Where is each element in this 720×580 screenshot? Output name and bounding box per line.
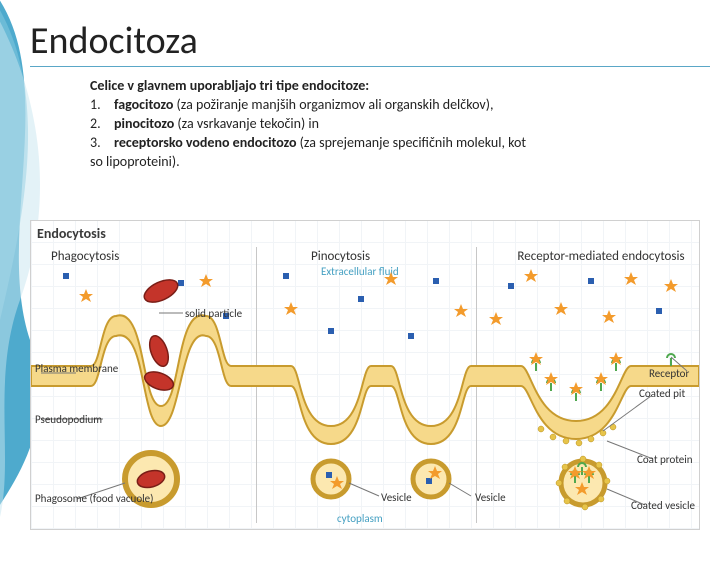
coated-pit-label: Coated pit [639,387,685,400]
coat-protein-label: Coat protein [637,453,693,466]
receptor-label: Receptor [649,367,689,380]
list-item: 3.receptorsko vodeno endocitozo (za spre… [90,134,710,153]
pseudopodium-label: Pseudopodium [35,413,102,426]
plasma-membrane-label: Plasma membrane [35,363,85,375]
list-item: 1.fagocitozo (za požiranje manjših organ… [90,96,710,115]
slide-title: Endocitoza [30,18,710,67]
vesicle-pino-label: Vesicle [381,491,412,504]
endocytosis-figure: Endocytosis Phagocytosis Pinocytosis Rec… [30,220,700,530]
diagram-svg [31,221,699,521]
slide-body: Celice v glavnem uporabljajo tri tipe en… [90,77,710,171]
lead-line: Celice v glavnem uporabljajo tri tipe en… [90,77,710,96]
coated-vesicle-label: Coated vesicle [631,499,695,512]
vesicle-r-label: Vesicle [475,491,506,504]
list-item: 2.pinocitozo (za vsrkavanje tekočin) in [90,115,710,134]
phagosome-label: Phagosome (food vacuole) [35,493,125,505]
solid-particle-label: solid particle [185,307,242,320]
tail-line: so lipoproteini). [90,153,710,172]
